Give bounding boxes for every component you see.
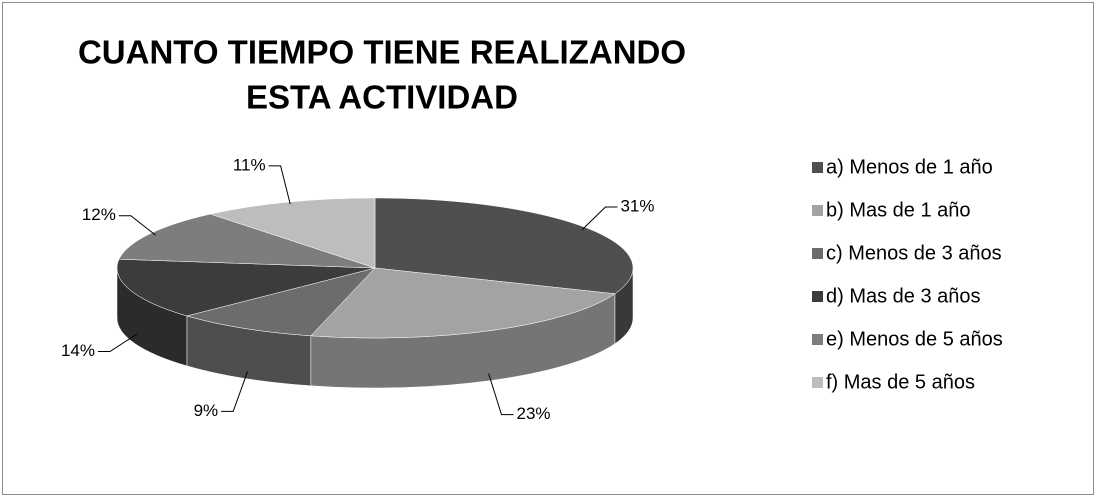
data-label: 9% [194, 401, 219, 420]
leader-line [268, 165, 291, 205]
data-label: 12% [82, 205, 116, 224]
data-label: 14% [61, 341, 95, 360]
legend-swatch [812, 162, 823, 173]
slice [374, 197, 634, 295]
legend-label: f) Mas de 5 años [826, 371, 975, 393]
legend-label: e) Menos de 5 años [826, 328, 1003, 350]
data-label: 11% [233, 155, 266, 174]
slice [209, 197, 376, 269]
legend-swatch [812, 291, 823, 302]
slice [310, 267, 616, 339]
chart-title: ESTA ACTIVIDAD [246, 79, 518, 116]
legend-swatch [812, 334, 823, 345]
legend-label: a) Menos de 1 año [826, 156, 993, 178]
legend-swatch [812, 205, 823, 216]
data-label: 23% [516, 404, 550, 423]
slice [116, 258, 376, 317]
leader-line [118, 215, 157, 236]
legend-label: c) Menos de 3 años [826, 242, 1002, 264]
leader-line [221, 371, 249, 412]
legend-swatch [812, 377, 823, 388]
leader-line [488, 373, 514, 416]
data-label: 31% [620, 196, 654, 215]
slice [118, 213, 376, 269]
slice [185, 267, 376, 337]
legend-swatch [812, 248, 823, 259]
chart-title: CUANTO TIEMPO TIENE REALIZANDO [78, 34, 686, 71]
leader-line [97, 333, 138, 353]
legend-label: d) Mas de 3 años [826, 285, 981, 307]
leader-line [581, 206, 618, 231]
legend-label: b) Mas de 1 año [826, 199, 971, 221]
